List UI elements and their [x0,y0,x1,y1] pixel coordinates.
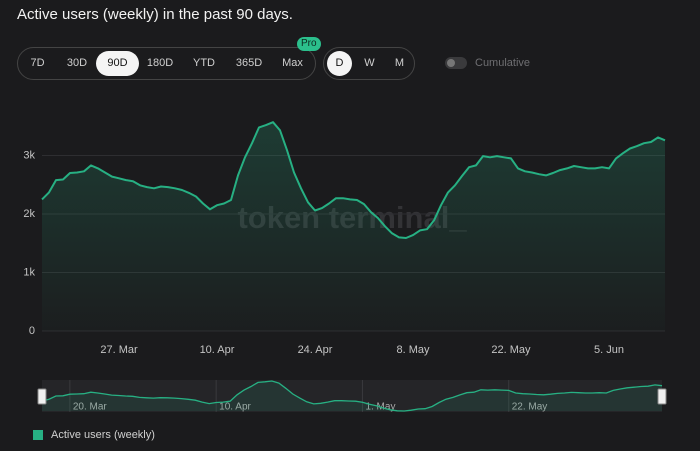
y-tick-label: 1k [23,266,35,278]
y-tick-label: 2k [23,208,35,220]
navigator-handle[interactable] [37,388,47,405]
x-tick-label: 8. May [396,344,430,356]
navigator-area [42,381,662,411]
range-button[interactable]: 180D [146,57,174,69]
range-button[interactable]: Max [282,57,303,69]
legend-swatch[interactable] [33,430,43,440]
range-button[interactable]: 365D [235,57,263,69]
page-title: Active users (weekly) in the past 90 day… [17,6,293,23]
navigator-label: 10. Apr [219,402,251,413]
range-selector: 7D 30D 90D 180D YTD 365D Max [17,47,316,80]
toggle-label: Cumulative [475,57,531,69]
x-tick-label: 27. Mar [100,344,138,356]
navigator-line [41,380,663,412]
navigator-background [42,380,662,412]
navigator-handle[interactable] [657,388,667,405]
navigator-label: 20. Mar [73,402,108,413]
granularity-button[interactable]: W [364,57,375,69]
legend-label[interactable]: Active users (weekly) [51,429,155,441]
area [42,122,665,331]
x-tick-label: 22. May [491,344,531,356]
y-tick-label: 0 [29,325,35,337]
cumulative-toggle[interactable] [445,57,467,69]
x-tick-label: 10. Apr [200,344,235,356]
x-tick-label: 24. Apr [298,344,333,356]
granularity-button[interactable]: D [327,51,352,76]
line [41,121,666,239]
range-button[interactable]: 90D [96,51,139,76]
navigator-label: 22. May [512,402,548,413]
granularity-button[interactable]: M [394,57,405,69]
x-tick-label: 5. Jun [594,344,624,356]
range-button[interactable]: 30D [66,57,88,69]
y-tick-label: 3k [23,149,35,161]
pro-badge: Pro [297,37,321,51]
range-button[interactable]: YTD [193,57,215,69]
range-button[interactable]: 7D [30,57,45,69]
